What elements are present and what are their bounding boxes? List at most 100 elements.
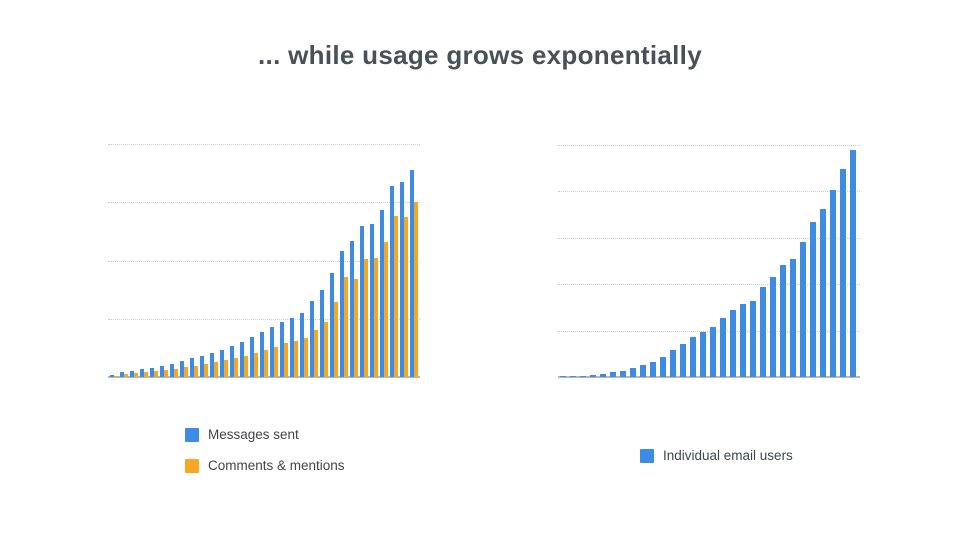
- bar-individual-email-users: [780, 265, 786, 377]
- bar-messages-sent: [140, 369, 144, 377]
- bar-messages-sent: [190, 358, 194, 377]
- bar-group: [340, 144, 350, 377]
- bar-individual-email-users: [610, 372, 616, 377]
- messaging-usage-legend: Messages sent Comments & mentions: [185, 427, 345, 473]
- bar-individual-email-users: [810, 222, 816, 377]
- bar-comments-mentions: [114, 376, 118, 377]
- bar-group: [270, 144, 280, 377]
- bar-comments-mentions: [404, 217, 408, 377]
- bar-group: [110, 144, 120, 377]
- bar-individual-email-users: [680, 344, 686, 377]
- bar-messages-sent: [240, 342, 244, 377]
- bar-comments-mentions: [174, 369, 178, 377]
- bar-comments-mentions: [164, 370, 168, 377]
- email-users-chart: [558, 145, 860, 378]
- bar-group: [190, 144, 200, 377]
- bar-group: [740, 145, 750, 377]
- bar-messages-sent: [400, 182, 404, 377]
- bar-group: [670, 145, 680, 377]
- bars-area: [110, 144, 420, 377]
- legend-label-email-users: Individual email users: [663, 448, 793, 463]
- bar-group: [780, 145, 790, 377]
- email-users-swatch-icon: [640, 448, 654, 463]
- bar-comments-mentions: [264, 350, 268, 377]
- bar-group: [140, 144, 150, 377]
- bar-messages-sent: [360, 226, 364, 377]
- bar-group: [330, 144, 340, 377]
- bar-individual-email-users: [640, 365, 646, 377]
- bar-messages-sent: [160, 366, 164, 377]
- bar-group: [650, 145, 660, 377]
- bar-individual-email-users: [590, 375, 596, 377]
- bar-messages-sent: [370, 224, 374, 377]
- bar-group: [390, 144, 400, 377]
- bar-group: [710, 145, 720, 377]
- bar-group: [700, 145, 710, 377]
- messages-sent-swatch-icon: [185, 427, 199, 442]
- gridline: [558, 284, 860, 286]
- bar-group: [730, 145, 740, 377]
- bar-comments-mentions: [124, 374, 128, 377]
- bar-comments-mentions: [154, 371, 158, 377]
- bar-group: [170, 144, 180, 377]
- bar-group: [580, 145, 590, 377]
- bar-messages-sent: [390, 186, 394, 377]
- bar-group: [310, 144, 320, 377]
- bar-comments-mentions: [224, 360, 228, 377]
- bar-group: [790, 145, 800, 377]
- bar-messages-sent: [380, 210, 384, 377]
- bar-group: [230, 144, 240, 377]
- gridline: [558, 330, 860, 332]
- gridline: [108, 318, 420, 320]
- bar-comments-mentions: [194, 366, 198, 377]
- bar-group: [660, 145, 670, 377]
- bar-group: [770, 145, 780, 377]
- bar-individual-email-users: [790, 259, 796, 377]
- bar-individual-email-users: [720, 318, 726, 377]
- bar-individual-email-users: [820, 209, 826, 377]
- gridline: [558, 145, 860, 146]
- bar-group: [630, 145, 640, 377]
- bar-group: [610, 145, 620, 377]
- legend-label-messages-sent: Messages sent: [208, 427, 299, 442]
- bar-comments-mentions: [294, 341, 298, 377]
- bar-comments-mentions: [214, 362, 218, 377]
- bar-messages-sent: [120, 372, 124, 377]
- bar-individual-email-users: [740, 304, 746, 377]
- bar-group: [810, 145, 820, 377]
- bar-individual-email-users: [830, 190, 836, 377]
- bar-group: [150, 144, 160, 377]
- bar-messages-sent: [280, 322, 284, 377]
- email-users-legend: Individual email users: [640, 448, 793, 463]
- bar-individual-email-users: [760, 287, 766, 377]
- bar-group: [360, 144, 370, 377]
- bar-messages-sent: [340, 251, 344, 377]
- bar-comments-mentions: [394, 216, 398, 377]
- slide-title: ... while usage grows exponentially: [258, 40, 702, 70]
- bar-group: [260, 144, 270, 377]
- bar-messages-sent: [130, 371, 134, 377]
- bar-comments-mentions: [204, 364, 208, 377]
- bar-group: [820, 145, 830, 377]
- bar-group: [720, 145, 730, 377]
- bar-individual-email-users: [570, 376, 576, 377]
- bar-group: [850, 145, 860, 377]
- gridline: [558, 237, 860, 239]
- bar-messages-sent: [110, 375, 114, 377]
- bar-group: [400, 144, 410, 377]
- bar-messages-sent: [220, 350, 224, 377]
- bar-messages-sent: [200, 356, 204, 377]
- bar-messages-sent: [320, 290, 324, 377]
- bar-comments-mentions: [314, 330, 318, 377]
- bar-group: [350, 144, 360, 377]
- bar-group: [180, 144, 190, 377]
- x-axis-baseline: [558, 376, 860, 378]
- bar-group: [290, 144, 300, 377]
- bar-group: [590, 145, 600, 377]
- bar-group: [690, 145, 700, 377]
- bar-group: [380, 144, 390, 377]
- bar-group: [760, 145, 770, 377]
- bar-comments-mentions: [284, 343, 288, 377]
- bar-comments-mentions: [354, 279, 358, 377]
- messaging-usage-chart: [108, 144, 420, 378]
